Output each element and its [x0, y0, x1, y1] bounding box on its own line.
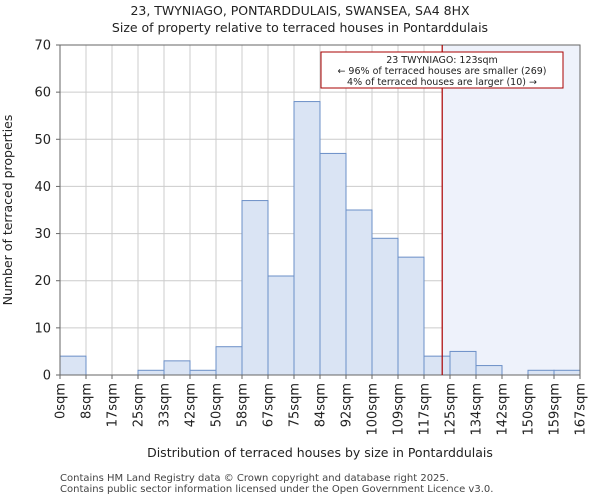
annotation-line-3: 4% of terraced houses are larger (10) →	[347, 77, 537, 88]
y-tick-label: 70	[34, 39, 51, 54]
bar	[527, 369, 555, 376]
bar	[345, 209, 373, 376]
x-axis-label: Distribution of terraced houses by size …	[147, 445, 493, 460]
x-tick-label: 159sqm	[548, 383, 563, 436]
x-axis-ticks: 0sqm 8sqm 17sqm 25sqm 33sqm 42sqm 50sqm 58sqm 67…	[54, 375, 589, 436]
bars	[59, 101, 581, 376]
x-tick-label: 167sqm	[574, 383, 589, 436]
x-tick-label: 58sqm	[236, 383, 251, 427]
chart-subtitle: Size of property relative to terraced ho…	[111, 20, 489, 35]
x-tick-label: 0sqm	[54, 383, 69, 419]
bar	[423, 355, 451, 376]
x-tick-label: 150sqm	[522, 383, 537, 436]
x-tick-label: 33sqm	[158, 383, 173, 427]
larger-properties-region	[442, 45, 580, 375]
bar	[59, 355, 87, 376]
histogram-chart: 23 TWYNIAGO: 123sqm ← 96% of terraced ho…	[0, 39, 589, 461]
bar	[189, 369, 217, 376]
x-tick-label: 117sqm	[418, 383, 433, 436]
bar	[241, 200, 269, 376]
x-tick-label: 134sqm	[470, 383, 485, 436]
bar	[267, 275, 295, 376]
y-tick-label: 10	[34, 321, 51, 336]
y-tick-label: 40	[34, 180, 51, 195]
bar	[163, 360, 191, 376]
annotation-box: 23 TWYNIAGO: 123sqm ← 96% of terraced ho…	[320, 51, 564, 89]
y-tick-label: 20	[34, 274, 51, 289]
chart-title: 23, TWYNIAGO, PONTARDDULAIS, SWANSEA, SA…	[130, 3, 470, 18]
footer-line-2: Contains public sector information licen…	[60, 484, 494, 495]
annotation-box-border	[320, 51, 564, 89]
y-tick-label: 50	[34, 133, 51, 148]
x-tick-label: 109sqm	[392, 383, 407, 436]
x-tick-label: 92sqm	[340, 383, 355, 427]
annotation-line-2: ← 96% of terraced houses are smaller (26…	[337, 66, 546, 77]
bar	[319, 152, 347, 376]
bar	[137, 369, 165, 376]
bar	[397, 256, 425, 376]
y-axis-label: Number of terraced properties	[0, 115, 15, 306]
x-tick-label: 142sqm	[496, 383, 511, 436]
x-tick-label: 84sqm	[314, 383, 329, 427]
bar	[553, 369, 581, 376]
footer-line-1: Contains HM Land Registry data © Crown c…	[60, 473, 449, 484]
annotation-line-1: 23 TWYNIAGO: 123sqm	[386, 55, 498, 66]
y-tick-label: 30	[34, 227, 51, 242]
y-axis-ticks: 0 10 20 30 40 50 60 70	[34, 39, 60, 384]
bar	[293, 101, 321, 376]
x-tick-label: 25sqm	[132, 383, 147, 427]
x-tick-label: 42sqm	[184, 383, 199, 427]
bar	[215, 346, 243, 376]
x-tick-label: 125sqm	[444, 383, 459, 436]
y-tick-label: 0	[43, 369, 51, 384]
x-tick-label: 67sqm	[262, 383, 277, 427]
x-tick-label: 50sqm	[210, 383, 225, 427]
bar	[371, 237, 399, 376]
bar	[449, 350, 477, 376]
x-tick-label: 75sqm	[288, 383, 303, 427]
x-tick-label: 8sqm	[80, 383, 95, 419]
y-tick-label: 60	[34, 86, 51, 101]
bar	[475, 365, 503, 376]
x-tick-label: 17sqm	[106, 383, 121, 427]
x-tick-label: 100sqm	[366, 383, 381, 436]
